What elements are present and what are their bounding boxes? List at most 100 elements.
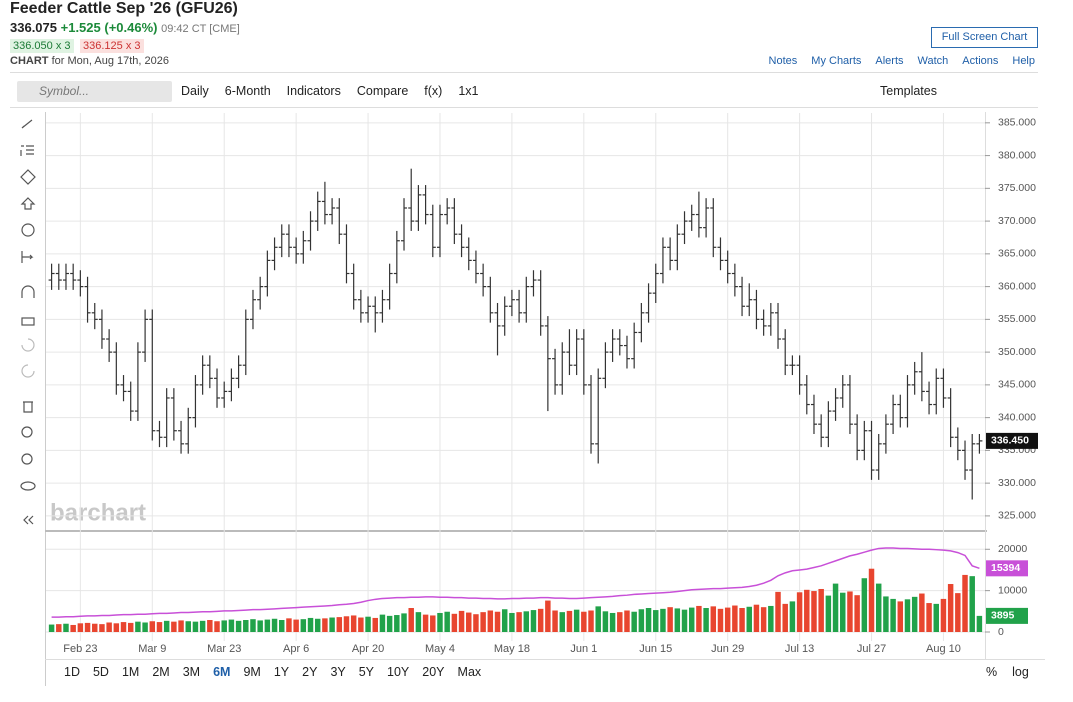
drawing-tools[interactable] [20, 119, 36, 525]
volume-bar [919, 593, 925, 632]
title: Feeder Cattle Sep '26 (GFU26) [10, 0, 238, 17]
volume-bar [688, 607, 695, 632]
scale-button[interactable]: % [986, 665, 998, 679]
range-button[interactable]: 20Y [422, 665, 445, 679]
toolbar-item[interactable]: f(x) [424, 84, 443, 98]
volume-bar [545, 600, 551, 632]
range-button[interactable]: 3Y [330, 665, 346, 679]
volume-bar [178, 620, 184, 632]
volume-bar [552, 610, 558, 632]
range-button[interactable]: Max [457, 665, 482, 679]
tool-visibility[interactable] [20, 481, 36, 491]
volume-bar [789, 601, 796, 632]
volume-bar [890, 598, 896, 632]
volume-bar [473, 614, 479, 632]
volume-bar [458, 610, 465, 632]
tool-note[interactable] [21, 223, 35, 237]
volume-bar [530, 610, 537, 632]
tool-undo[interactable] [21, 338, 35, 352]
volume-bar [861, 578, 868, 632]
volume-bar [214, 621, 220, 632]
range-button[interactable]: 1Y [273, 665, 290, 679]
volume-bar [739, 608, 745, 632]
tool-redo[interactable] [21, 364, 35, 378]
range-buttons: 1D 5D 1M 2M 3M 6M 9M 1Y 2Y 3Y 5Y 10Y 20Y Max [64, 665, 494, 679]
y-tick-label: 365.000 [998, 248, 1036, 260]
tool-magnet[interactable] [21, 285, 35, 298]
watermark: barchart [50, 499, 146, 526]
toolbar-item[interactable]: 6-Month [224, 84, 271, 98]
x-tick-label: Feb 23 [63, 643, 97, 655]
volume-bar [386, 615, 393, 632]
tool-fib[interactable] [20, 145, 34, 156]
tool-delete[interactable] [23, 401, 33, 413]
x-tick-label: Jul 13 [785, 643, 814, 655]
volume-bar [883, 596, 889, 632]
volume-bar [336, 617, 343, 632]
range-button[interactable]: 6M [213, 665, 231, 679]
volume-bar [480, 612, 486, 632]
volume-bar [825, 595, 832, 632]
range-button[interactable]: 3M [182, 665, 201, 679]
x-tick-label: Jun 29 [711, 643, 744, 655]
link[interactable]: Actions [962, 55, 999, 67]
toolbar-item[interactable]: Indicators [286, 84, 341, 98]
volume-bar [660, 608, 666, 632]
volume-bar [645, 608, 652, 632]
quote-line: 336.075 +1.525 (+0.46%) 09:42 CT [CME] [10, 20, 240, 35]
chart-date-line: CHART for Mon, Aug 17th, 2026 [10, 55, 169, 67]
link[interactable]: Watch [917, 55, 949, 67]
link[interactable]: Help [1012, 55, 1035, 67]
scale-buttons: % log [986, 665, 1044, 679]
symbol-search[interactable]: Symbol... [17, 81, 172, 102]
range-button[interactable]: 9M [243, 665, 261, 679]
toolbar-item[interactable]: Daily [181, 84, 209, 98]
toolbar-item[interactable]: 1x1 [458, 84, 479, 98]
volume-bar [350, 615, 357, 632]
tool-lock[interactable] [21, 317, 35, 326]
volume-bar [156, 622, 163, 632]
link[interactable]: Alerts [875, 55, 904, 67]
volume-bar [976, 615, 983, 632]
tool-measure[interactable] [21, 251, 34, 263]
divider [10, 107, 1038, 108]
tool-arrow[interactable] [20, 197, 36, 210]
y-tick-label: 340.000 [998, 411, 1036, 423]
volume-bar [969, 576, 975, 632]
full-screen-button[interactable]: Full Screen Chart [931, 27, 1038, 48]
range-button[interactable]: 2Y [302, 665, 318, 679]
link[interactable]: Notes [768, 55, 798, 67]
tool-line[interactable] [21, 119, 33, 129]
last-price: 336.075 [10, 20, 57, 35]
range-button[interactable]: 1M [121, 665, 140, 679]
volume-bar [875, 583, 882, 632]
volume-bar [444, 611, 450, 632]
range-button[interactable]: 1D [64, 665, 80, 679]
volume-bar [537, 608, 544, 632]
range-button[interactable]: 10Y [387, 665, 410, 679]
range-button[interactable]: 5D [92, 665, 109, 679]
toolbar-item[interactable]: Compare [356, 84, 409, 98]
x-tick-label: Apr 6 [283, 643, 309, 655]
volume-bar [329, 617, 335, 632]
volume-bar [581, 611, 587, 632]
range-button[interactable]: 5Y [358, 665, 375, 679]
volume-bar [106, 622, 112, 632]
range-button[interactable]: 2M [152, 665, 170, 679]
volume-bar [897, 601, 904, 632]
volume-bar [653, 610, 659, 632]
link[interactable]: My Charts [811, 55, 862, 67]
volume-bar [703, 608, 709, 632]
y-tick-label: 385.000 [998, 117, 1036, 129]
tool-shape[interactable] [20, 169, 36, 185]
tool-zoom-out[interactable] [21, 453, 33, 465]
volume-bar [84, 622, 91, 632]
scale-button[interactable]: log [1012, 665, 1029, 679]
tool-zoom-in[interactable] [21, 426, 33, 438]
volume-bar [92, 623, 98, 632]
x-tick-label: Jun 15 [639, 643, 672, 655]
tool-collapse[interactable] [23, 515, 34, 525]
templates-button[interactable]: Templates [880, 84, 937, 98]
volume-bar [509, 612, 515, 632]
